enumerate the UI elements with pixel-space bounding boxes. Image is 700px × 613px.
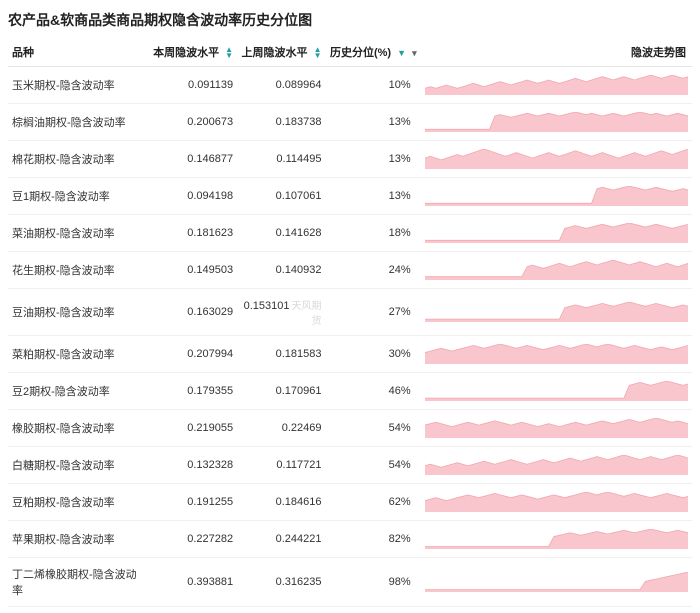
cell-name: 菜粕期权-隐含波动率 xyxy=(8,336,149,373)
cell-percentile: 98% xyxy=(326,558,421,607)
cell-name: 苹果期权-隐含波动率 xyxy=(8,521,149,558)
table-row: 豆1期权-隐含波动率0.0941980.10706113% xyxy=(8,178,692,215)
sort-icon: ▲▼ xyxy=(225,47,233,59)
sort-icon: ▲▼ xyxy=(314,47,322,59)
cell-percentile: 54% xyxy=(326,447,421,484)
cell-name: 豆油期权-隐含波动率 xyxy=(8,289,149,336)
table-row: 橡胶期权-隐含波动率0.2190550.2246954% xyxy=(8,410,692,447)
cell-percentile: 13% xyxy=(326,178,421,215)
table-row: 菜油期权-隐含波动率0.1816230.14162818% xyxy=(8,215,692,252)
cell-percentile: 30% xyxy=(326,336,421,373)
cell-last-week: 0.107061 xyxy=(237,178,325,215)
cell-this-week: 0.207994 xyxy=(149,336,237,373)
cell-sparkline xyxy=(421,252,692,289)
cell-this-week: 0.227282 xyxy=(149,521,237,558)
table-row: 菜粕期权-隐含波动率0.2079940.18158330% xyxy=(8,336,692,373)
cell-name: 棉花期权-隐含波动率 xyxy=(8,141,149,178)
cell-name: 橡胶期权-隐含波动率 xyxy=(8,410,149,447)
cell-name: 花生期权-隐含波动率 xyxy=(8,252,149,289)
table-row: 花生期权-隐含波动率0.1495030.14093224% xyxy=(8,252,692,289)
cell-this-week: 0.094198 xyxy=(149,178,237,215)
watermark: 天风期货 xyxy=(292,301,322,327)
cell-sparkline xyxy=(421,336,692,373)
table-row: 丁二烯橡胶期权-隐含波动率0.3938810.31623598% xyxy=(8,558,692,607)
table-row: 苹果期权-隐含波动率0.2272820.24422182% xyxy=(8,521,692,558)
cell-sparkline xyxy=(421,67,692,104)
cell-percentile: 18% xyxy=(326,215,421,252)
cell-percentile: 13% xyxy=(326,104,421,141)
cell-last-week: 0.181583 xyxy=(237,336,325,373)
cell-percentile: 13% xyxy=(326,141,421,178)
table-row: 豆油期权-隐含波动率0.1630290.153101天风期货27% xyxy=(8,289,692,336)
cell-sparkline xyxy=(421,141,692,178)
cell-last-week: 0.316235 xyxy=(237,558,325,607)
col-header-spark: 隐波走势图 xyxy=(421,38,692,67)
cell-this-week: 0.219055 xyxy=(149,410,237,447)
cell-percentile: 46% xyxy=(326,373,421,410)
cell-name: 玉米期权-隐含波动率 xyxy=(8,67,149,104)
cell-percentile: 54% xyxy=(326,410,421,447)
cell-name: 豆粕期权-隐含波动率 xyxy=(8,484,149,521)
cell-this-week: 0.132328 xyxy=(149,447,237,484)
cell-this-week: 0.393881 xyxy=(149,558,237,607)
sort-down-icon: ▼ xyxy=(397,48,406,58)
cell-last-week: 0.244221 xyxy=(237,521,325,558)
cell-last-week: 0.184616 xyxy=(237,484,325,521)
col-header-percentile[interactable]: 历史分位(%) ▼ ▾ xyxy=(326,38,421,67)
cell-name: 白糖期权-隐含波动率 xyxy=(8,447,149,484)
cell-last-week: 0.141628 xyxy=(237,215,325,252)
table-row: 豆粕期权-隐含波动率0.1912550.18461662% xyxy=(8,484,692,521)
cell-name: 豆2期权-隐含波动率 xyxy=(8,373,149,410)
cell-this-week: 0.146877 xyxy=(149,141,237,178)
cell-sparkline xyxy=(421,558,692,607)
cell-last-week: 0.153101天风期货 xyxy=(237,289,325,336)
cell-this-week: 0.163029 xyxy=(149,289,237,336)
col-header-last-week[interactable]: 上周隐波水平 ▲▼ xyxy=(237,38,325,67)
cell-last-week: 0.170961 xyxy=(237,373,325,410)
cell-name: 豆1期权-隐含波动率 xyxy=(8,178,149,215)
cell-percentile: 82% xyxy=(326,521,421,558)
cell-name: 棕榈油期权-隐含波动率 xyxy=(8,104,149,141)
cell-this-week: 0.200673 xyxy=(149,104,237,141)
cell-percentile: 62% xyxy=(326,484,421,521)
header-row: 品种 本周隐波水平 ▲▼ 上周隐波水平 ▲▼ 历史分位(%) ▼ xyxy=(8,38,692,67)
cell-percentile: 27% xyxy=(326,289,421,336)
cell-last-week: 0.114495 xyxy=(237,141,325,178)
cell-last-week: 0.089964 xyxy=(237,67,325,104)
cell-percentile: 10% xyxy=(326,67,421,104)
col-header-name[interactable]: 品种 xyxy=(8,38,149,67)
page-title: 农产品&软商品类商品期权隐含波动率历史分位图 xyxy=(8,6,692,38)
cell-sparkline xyxy=(421,104,692,141)
cell-sparkline xyxy=(421,289,692,336)
cell-last-week: 0.183738 xyxy=(237,104,325,141)
cell-sparkline xyxy=(421,447,692,484)
table-body: 玉米期权-隐含波动率0.0911390.08996410%棕榈油期权-隐含波动率… xyxy=(8,67,692,607)
cell-sparkline xyxy=(421,410,692,447)
cell-this-week: 0.191255 xyxy=(149,484,237,521)
cell-this-week: 0.091139 xyxy=(149,67,237,104)
cell-sparkline xyxy=(421,373,692,410)
table-container: 农产品&软商品类商品期权隐含波动率历史分位图 品种 本周隐波水平 ▲▼ 上周隐波… xyxy=(0,0,700,613)
table-row: 白糖期权-隐含波动率0.1323280.11772154% xyxy=(8,447,692,484)
cell-last-week: 0.117721 xyxy=(237,447,325,484)
cell-this-week: 0.149503 xyxy=(149,252,237,289)
cell-sparkline xyxy=(421,484,692,521)
col-header-this-week[interactable]: 本周隐波水平 ▲▼ xyxy=(149,38,237,67)
volatility-table: 品种 本周隐波水平 ▲▼ 上周隐波水平 ▲▼ 历史分位(%) ▼ xyxy=(8,38,692,607)
cell-this-week: 0.181623 xyxy=(149,215,237,252)
cell-sparkline xyxy=(421,178,692,215)
table-row: 棕榈油期权-隐含波动率0.2006730.18373813% xyxy=(8,104,692,141)
table-row: 豆2期权-隐含波动率0.1793550.17096146% xyxy=(8,373,692,410)
table-row: 玉米期权-隐含波动率0.0911390.08996410% xyxy=(8,67,692,104)
cell-last-week: 0.22469 xyxy=(237,410,325,447)
cell-sparkline xyxy=(421,521,692,558)
cell-name: 菜油期权-隐含波动率 xyxy=(8,215,149,252)
filter-icon: ▾ xyxy=(412,48,417,58)
cell-name: 丁二烯橡胶期权-隐含波动率 xyxy=(8,558,149,607)
cell-sparkline xyxy=(421,215,692,252)
cell-this-week: 0.179355 xyxy=(149,373,237,410)
table-row: 棉花期权-隐含波动率0.1468770.11449513% xyxy=(8,141,692,178)
cell-percentile: 24% xyxy=(326,252,421,289)
cell-last-week: 0.140932 xyxy=(237,252,325,289)
